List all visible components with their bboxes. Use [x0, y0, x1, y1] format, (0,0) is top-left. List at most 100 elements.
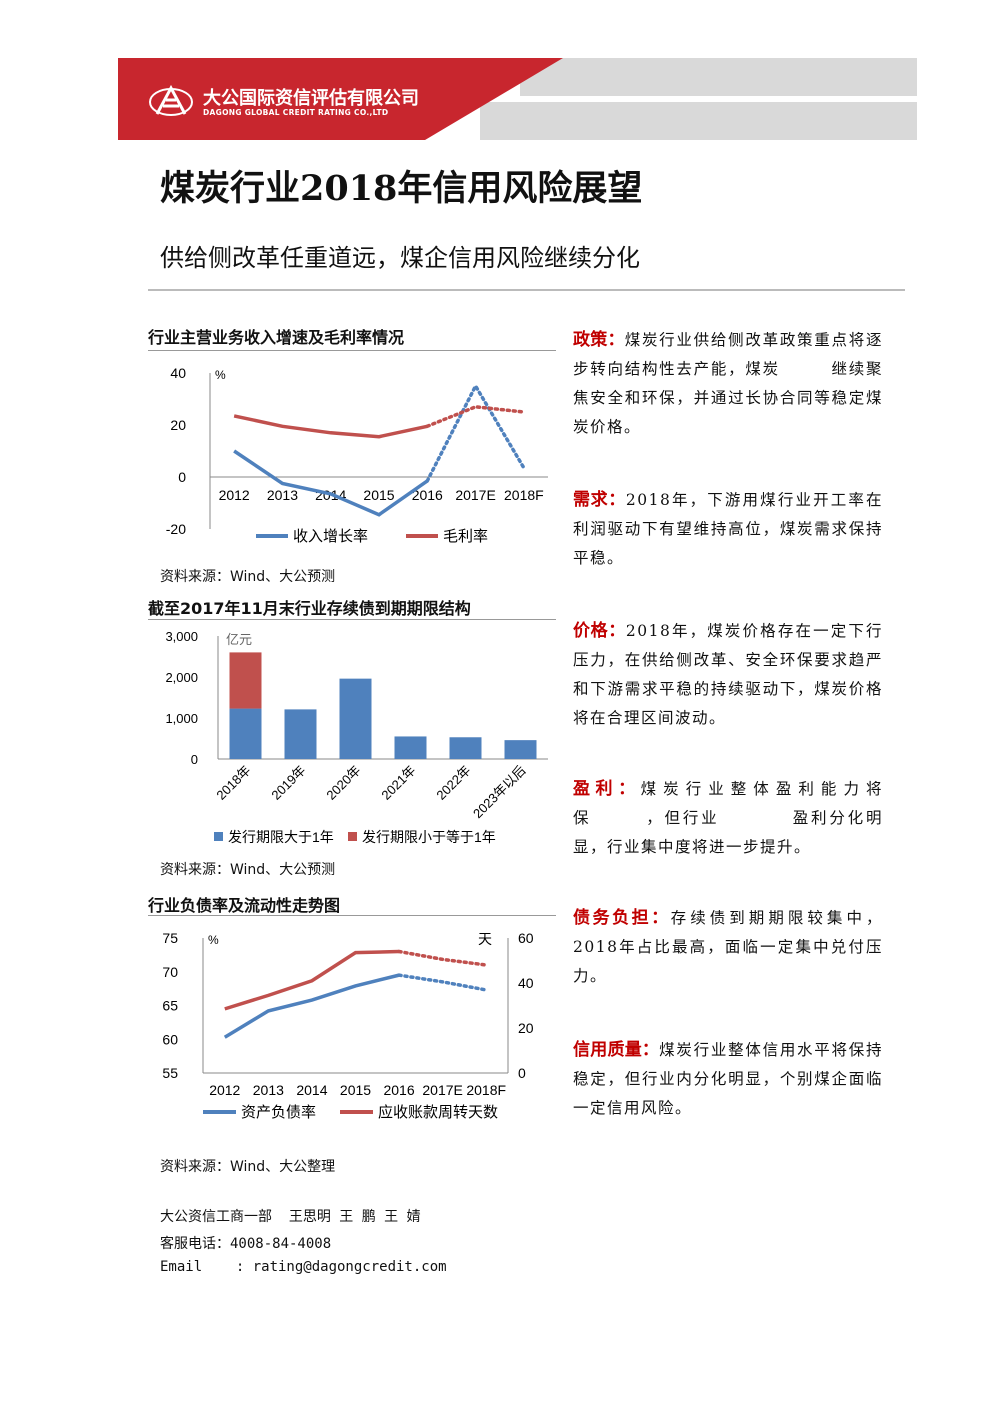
- chart3-xtick: 2018F: [466, 1082, 506, 1098]
- chart1-divider: [148, 350, 556, 351]
- report-subtitle: 供给侧改革任重道远，煤企信用风险继续分化: [160, 244, 640, 272]
- chart3-unit-left: %: [208, 933, 219, 947]
- company-name-en: DAGONG GLOBAL CREDIT RATING CO.,LTD: [203, 108, 389, 117]
- chart2-bar-0-3: [394, 736, 427, 759]
- section-price-label: 价格：: [573, 621, 626, 641]
- chart2-bar-1-0: [229, 652, 262, 709]
- section-profit-label: 盈利：: [573, 779, 641, 799]
- chart2-divider: [148, 619, 556, 620]
- title-divider: [148, 289, 905, 291]
- chart1-legend: 收入增长率 毛利率: [256, 528, 488, 545]
- section-demand-label: 需求：: [573, 490, 626, 510]
- chart3-xtick: 2014: [296, 1082, 327, 1098]
- chart2-bar-0-5: [504, 740, 537, 759]
- footer-authors: 大公资信工商一部 王思明 王 鹏 王 婧: [160, 1209, 421, 1225]
- chart3-ytick-left: 65: [162, 998, 178, 1014]
- section-price-text: 2018年，煤炭价格存在一定下行压力，在供给侧改革、安全环保要求趋严和下游需求平…: [573, 622, 884, 727]
- chart1-series-1-forecast-line: [425, 405, 526, 429]
- chart1-series-1-line: [233, 414, 428, 439]
- chart1-xtick: 2012: [219, 487, 250, 503]
- header-gray-band-top: [520, 58, 917, 96]
- chart1-xtick: 2013: [267, 487, 298, 503]
- chart2-xtick: 2022年: [433, 763, 473, 803]
- chart3-legend: 资产负债率 应收账款周转天数: [203, 1103, 498, 1121]
- chart1-ytick: 0: [178, 469, 186, 485]
- chart3-xtick: 2013: [253, 1082, 284, 1098]
- legend-label-debt-ratio: 资产负债率: [241, 1104, 316, 1121]
- chart2-xtick: 2018年: [213, 763, 253, 803]
- report-title: 煤炭行业2018年信用风险展望: [160, 168, 643, 209]
- legend-label-margin: 毛利率: [443, 528, 488, 545]
- chart2-xtick: 2021年: [378, 763, 418, 803]
- legend-label-long-term: 发行期限大于1年: [228, 829, 334, 845]
- section-profit: 盈利：煤炭行业整体盈利能力将保 ，但行业 盈利分化明显，行业集中度将进一步提升。: [573, 775, 883, 862]
- legend-swatch-long-term: [214, 832, 223, 841]
- legend-label-receivable-days: 应收账款周转天数: [378, 1103, 498, 1121]
- header-gray-band-bottom: [480, 102, 917, 140]
- section-demand-text: 2018年，下游用煤行业开工率在利润驱动下有望维持高位，煤炭需求保持平稳。: [573, 491, 884, 567]
- chart3-series-0-forecast-line: [397, 973, 488, 992]
- chart3-ytick-right: 0: [518, 1065, 526, 1081]
- legend-swatch-short-term: [348, 832, 357, 841]
- chart2-xtick: 2023年以后: [470, 763, 529, 822]
- chart3-leverage-liquidity-chart: 75 70 65 60 55 60 40 20 0 2012 2013 2014 2015 2016 2…: [162, 930, 534, 1121]
- chart2-bar-0-4: [449, 737, 482, 759]
- chart3-series-0-line: [223, 973, 400, 1039]
- chart3-divider: [148, 915, 556, 916]
- chart3-series-1-forecast-line: [397, 949, 488, 967]
- section-debt-text: 存续债到期期限较集中，2018年占比最高，面临一定集中兑付压力。: [573, 909, 883, 985]
- chart3-ytick-right: 20: [518, 1020, 534, 1036]
- chart3-xtick: 2012: [209, 1082, 240, 1098]
- chart3-source: 资料来源：Wind、大公整理: [160, 1159, 336, 1175]
- chart1-title: 行业主营业务收入增速及毛利率情况: [148, 328, 405, 347]
- section-demand: 需求：2018年，下游用煤行业开工率在利润驱动下有望维持高位，煤炭需求保持平稳。: [573, 486, 883, 573]
- chart3-ytick-right: 40: [518, 975, 534, 991]
- chart3-title: 行业负债率及流动性走势图: [148, 896, 341, 915]
- chart3-xtick: 2017E: [422, 1082, 462, 1098]
- legend-label-short-term: 发行期限小于等于1年: [362, 829, 496, 845]
- chart1-unit-label: %: [215, 368, 226, 382]
- chart1-xtick: 2016: [412, 487, 443, 503]
- section-price: 价格：2018年，煤炭价格存在一定下行压力，在供给侧改革、安全环保要求趋严和下游…: [573, 617, 883, 733]
- chart1-source: 资料来源：Wind、大公预测: [160, 569, 336, 585]
- chart1-ytick: 40: [170, 365, 186, 381]
- chart2-unit-label: 亿元: [226, 632, 252, 647]
- chart3-xtick: 2015: [340, 1082, 371, 1098]
- section-debt-label: 债务负担：: [573, 908, 671, 928]
- chart2-ytick: 3,000: [165, 629, 198, 644]
- section-policy-text: 煤炭行业供给侧改革政策重点将逐步转向结构性去产能，煤炭 继续聚焦安全和环保，并通…: [573, 331, 883, 436]
- chart1-xtick: 2017E: [455, 487, 495, 503]
- chart2-bar-0-0: [229, 708, 262, 759]
- section-credit-text: 煤炭行业整体信用水平将保持稳定，但行业内分化明显，个别煤企面临一定信用风险。: [573, 1041, 883, 1117]
- chart3-ytick-right: 60: [518, 930, 534, 946]
- chart1-series-0-forecast-line: [425, 382, 526, 483]
- section-debt: 债务负担：存续债到期期限较集中，2018年占比最高，面临一定集中兑付压力。: [573, 904, 883, 991]
- section-credit-label: 信用质量：: [573, 1040, 660, 1060]
- section-credit-quality: 信用质量：煤炭行业整体信用水平将保持稳定，但行业内分化明显，个别煤企面临一定信用…: [573, 1036, 883, 1123]
- chart3-ytick-left: 70: [162, 964, 178, 980]
- footer-phone[interactable]: 客服电话：4008-84-4008: [160, 1236, 332, 1252]
- chart2-ytick: 1,000: [165, 711, 198, 726]
- chart3-xtick: 2016: [383, 1082, 414, 1098]
- company-name-cn: 大公国际资信评估有限公司: [203, 88, 419, 109]
- chart1-series-0-line: [233, 449, 429, 517]
- legend-label-revenue: 收入增长率: [293, 528, 368, 545]
- chart3-unit-right: 天: [478, 931, 492, 947]
- chart3-ytick-left: 55: [162, 1065, 178, 1081]
- chart2-ytick: 0: [191, 752, 198, 767]
- footer-email[interactable]: Email : rating@dagongcredit.com: [160, 1259, 447, 1275]
- chart2-xtick: 2019年: [268, 763, 308, 803]
- chart2-source: 资料来源：Wind、大公预测: [160, 862, 336, 878]
- chart2-ytick: 2,000: [165, 670, 198, 685]
- chart3-ytick-left: 75: [162, 930, 178, 946]
- chart2-xtick: 2020年: [323, 763, 363, 803]
- chart1-xtick: 2018F: [504, 487, 544, 503]
- chart2-legend: 发行期限大于1年 发行期限小于等于1年: [214, 829, 496, 845]
- section-profit-text: 煤炭行业整体盈利能力将保 ，但行业 盈利分化明显，行业集中度将进一步提升。: [573, 780, 883, 856]
- chart1-ytick: -20: [166, 521, 186, 537]
- chart3-ytick-left: 60: [162, 1031, 178, 1047]
- chart2-bar-0-2: [339, 678, 372, 759]
- section-policy: 政策：煤炭行业供给侧改革政策重点将逐步转向结构性去产能，煤炭 继续聚焦安全和环保…: [573, 326, 883, 442]
- chart2-title: 截至2017年11月末行业存续债到期期限结构: [148, 599, 471, 618]
